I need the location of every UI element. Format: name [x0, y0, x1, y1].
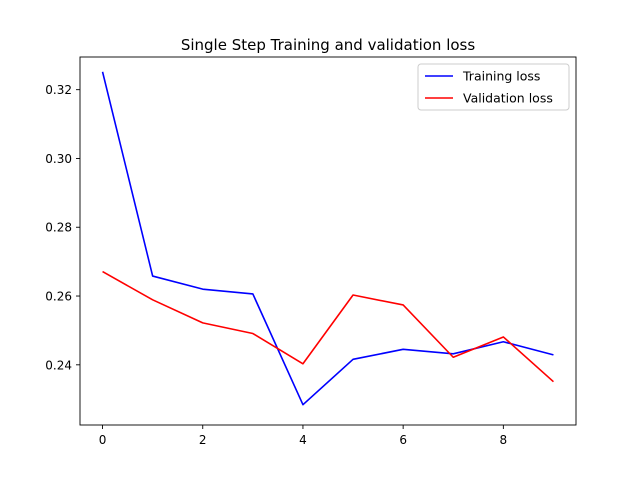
x-tick-label: 0	[99, 433, 107, 447]
legend-box	[417, 63, 570, 111]
plot-area: 0 2 4 6 8 0.24 0.26 0.28 0.30 0.32	[45, 56, 577, 447]
series-line-validation-loss	[102, 270, 554, 383]
axes-frame	[79, 56, 577, 426]
y-tick-label: 0.28	[45, 221, 72, 235]
x-tick-label: 4	[299, 433, 307, 447]
x-tick-label: 6	[399, 433, 407, 447]
legend-label-validation-loss: Validation loss	[463, 91, 553, 106]
legend-label-training-loss: Training loss	[462, 69, 540, 84]
x-tick-label: 2	[199, 433, 207, 447]
legend: Training loss Validation loss	[417, 63, 570, 111]
y-tick-label: 0.26	[45, 290, 72, 304]
y-tick-label: 0.32	[45, 83, 72, 97]
y-tick-label: 0.24	[45, 358, 72, 372]
y-tick-label: 0.30	[45, 152, 72, 166]
x-tick-label: 8	[500, 433, 508, 447]
chart-title: Single Step Training and validation loss	[181, 36, 476, 54]
